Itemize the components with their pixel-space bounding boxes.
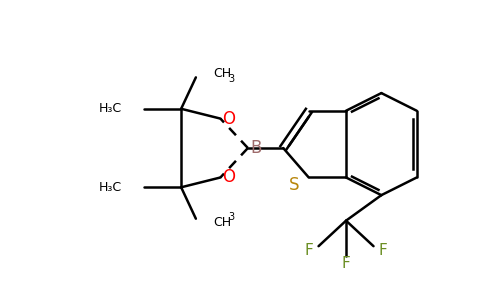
Text: 3: 3: [228, 74, 234, 84]
Text: S: S: [288, 176, 299, 194]
Text: F: F: [304, 243, 313, 258]
Text: CH: CH: [213, 67, 232, 80]
Text: O: O: [222, 169, 235, 187]
Text: H₃C: H₃C: [99, 181, 122, 194]
Text: F: F: [379, 243, 388, 258]
Text: F: F: [342, 256, 350, 272]
Text: O: O: [222, 110, 235, 128]
Text: CH: CH: [213, 216, 232, 229]
Text: 3: 3: [228, 212, 234, 222]
Text: B: B: [250, 139, 261, 157]
Text: H₃C: H₃C: [99, 102, 122, 115]
